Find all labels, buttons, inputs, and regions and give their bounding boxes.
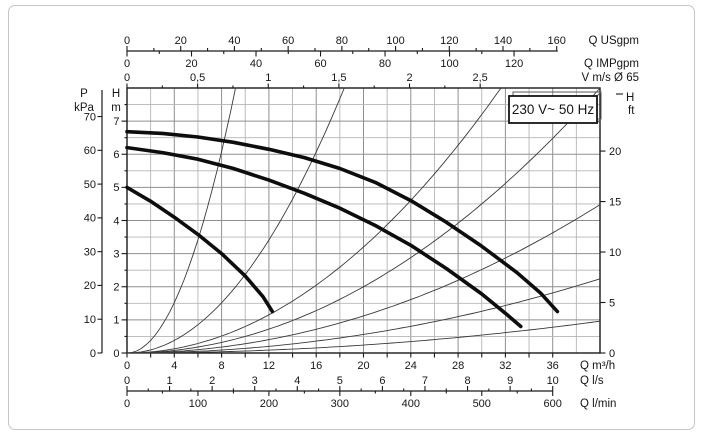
- vms-tick-label: 0: [124, 72, 130, 84]
- hm-tick-label: 7: [113, 116, 119, 128]
- hm-tick-label: 6: [113, 149, 119, 161]
- hft-tick-label: 20: [609, 146, 621, 158]
- hft-tick-label: 15: [609, 196, 621, 208]
- qm3h-tick-label: 12: [263, 360, 275, 372]
- panel-border: [8, 5, 695, 430]
- vms-tick-label: 2,5: [473, 72, 488, 84]
- usgpm-tick-label: 160: [548, 35, 566, 47]
- usgpm-tick-label: 140: [494, 35, 512, 47]
- qls-tick-label: 9: [507, 375, 513, 387]
- qls-tick-label: 7: [422, 375, 428, 387]
- usgpm-unit-label: Q USgpm: [589, 35, 640, 47]
- hm-tick-label: 3: [113, 248, 119, 260]
- usgpm-tick-label: 100: [386, 35, 404, 47]
- usgpm-tick-label: 40: [228, 35, 240, 47]
- usgpm-tick-label: 0: [124, 35, 130, 47]
- impgpm-tick-label: 40: [250, 58, 262, 70]
- qm3h-tick-label: 32: [499, 360, 511, 372]
- hm-tick-label: 4: [113, 215, 119, 227]
- qls-tick-label: 8: [464, 375, 470, 387]
- impgpm-tick-label: 100: [440, 58, 458, 70]
- qlmin-tick-label: 500: [473, 398, 491, 410]
- qls-tick-label: 0: [124, 375, 130, 387]
- hft-header-ft: ft: [628, 105, 635, 117]
- hft-tick-label: 10: [609, 247, 621, 259]
- vms-tick-label: 1: [265, 72, 271, 84]
- system-curve: [127, 278, 601, 354]
- hm-tick-label: 1: [113, 315, 119, 327]
- qlmin-tick-label: 0: [124, 398, 130, 410]
- qls-tick-label: 10: [547, 375, 559, 387]
- hft-header-h: H: [626, 92, 634, 104]
- kpa-tick-label: 70: [84, 111, 96, 123]
- usgpm-tick-label: 60: [282, 35, 294, 47]
- head-header-h: H: [112, 88, 120, 100]
- system-curve: [127, 204, 601, 354]
- vms-unit-label: V m/s Ø 65: [581, 72, 639, 84]
- pressure-header-kpa: kPa: [74, 102, 94, 114]
- qls-tick-label: 2: [209, 375, 215, 387]
- qlmin-unit-label: Q l/min: [580, 398, 616, 410]
- qls-tick-label: 6: [379, 375, 385, 387]
- impgpm-tick-label: 80: [379, 58, 391, 70]
- system-curve: [127, 87, 502, 354]
- impgpm-unit-label: Q IMPgpm: [584, 58, 639, 70]
- qm3h-tick-label: 28: [452, 360, 464, 372]
- qls-tick-label: 4: [294, 375, 300, 387]
- pump_curve_max: [125, 129, 560, 314]
- pressure-header-p: P: [80, 88, 88, 100]
- impgpm-tick-label: 120: [505, 58, 523, 70]
- qm3h-unit-label: Q m³/h: [580, 360, 615, 372]
- pump_curve_mid: [125, 145, 523, 329]
- vms-tick-label: 2: [406, 72, 412, 84]
- hm-tick-label: 5: [113, 182, 119, 194]
- qlmin-tick-label: 600: [544, 398, 562, 410]
- kpa-tick-label: 10: [84, 314, 96, 326]
- qls-unit-label: Q l/s: [580, 375, 604, 387]
- qlmin-tick-label: 300: [331, 398, 349, 410]
- impgpm-tick-label: 20: [185, 58, 197, 70]
- kpa-tick-label: 50: [84, 179, 96, 191]
- qls-tick-label: 3: [252, 375, 258, 387]
- qm3h-tick-label: 4: [171, 360, 177, 372]
- usgpm-tick-label: 120: [440, 35, 458, 47]
- kpa-tick-label: 40: [84, 213, 96, 225]
- voltage-box: [508, 95, 598, 124]
- qm3h-tick-label: 36: [547, 360, 559, 372]
- qm3h-tick-label: 8: [219, 360, 225, 372]
- kpa-tick-label: 0: [90, 348, 96, 360]
- system-curve: [127, 87, 601, 354]
- hm-tick-label: 0: [113, 348, 119, 360]
- system-curve: [126, 87, 236, 354]
- head-header-m: m: [111, 102, 121, 114]
- vms-tick-label: 0,5: [190, 72, 205, 84]
- pump_curve_min: [125, 185, 275, 314]
- kpa-tick-label: 60: [84, 145, 96, 157]
- voltage-label: 230 V~ 50 Hz: [512, 102, 594, 117]
- qls-tick-label: 1: [167, 375, 173, 387]
- hft-tick-label: 5: [609, 297, 615, 309]
- impgpm-tick-label: 0: [124, 58, 130, 70]
- qlmin-tick-label: 100: [189, 398, 207, 410]
- qm3h-tick-label: 16: [310, 360, 322, 372]
- kpa-tick-label: 30: [84, 246, 96, 258]
- qlmin-tick-label: 200: [260, 398, 278, 410]
- impgpm-tick-label: 60: [314, 58, 326, 70]
- system-curve: [126, 87, 345, 354]
- qlmin-tick-label: 400: [402, 398, 420, 410]
- kpa-tick-label: 20: [84, 280, 96, 292]
- qm3h-tick-label: 0: [124, 360, 130, 372]
- usgpm-tick-label: 20: [175, 35, 187, 47]
- qm3h-tick-label: 20: [357, 360, 369, 372]
- usgpm-tick-label: 80: [336, 35, 348, 47]
- qls-tick-label: 5: [337, 375, 343, 387]
- hft-tick-label: 0: [609, 348, 615, 360]
- qm3h-tick-label: 24: [405, 360, 417, 372]
- hm-tick-label: 2: [113, 282, 119, 294]
- vms-tick-label: 1,5: [331, 72, 346, 84]
- system-curve: [127, 320, 601, 354]
